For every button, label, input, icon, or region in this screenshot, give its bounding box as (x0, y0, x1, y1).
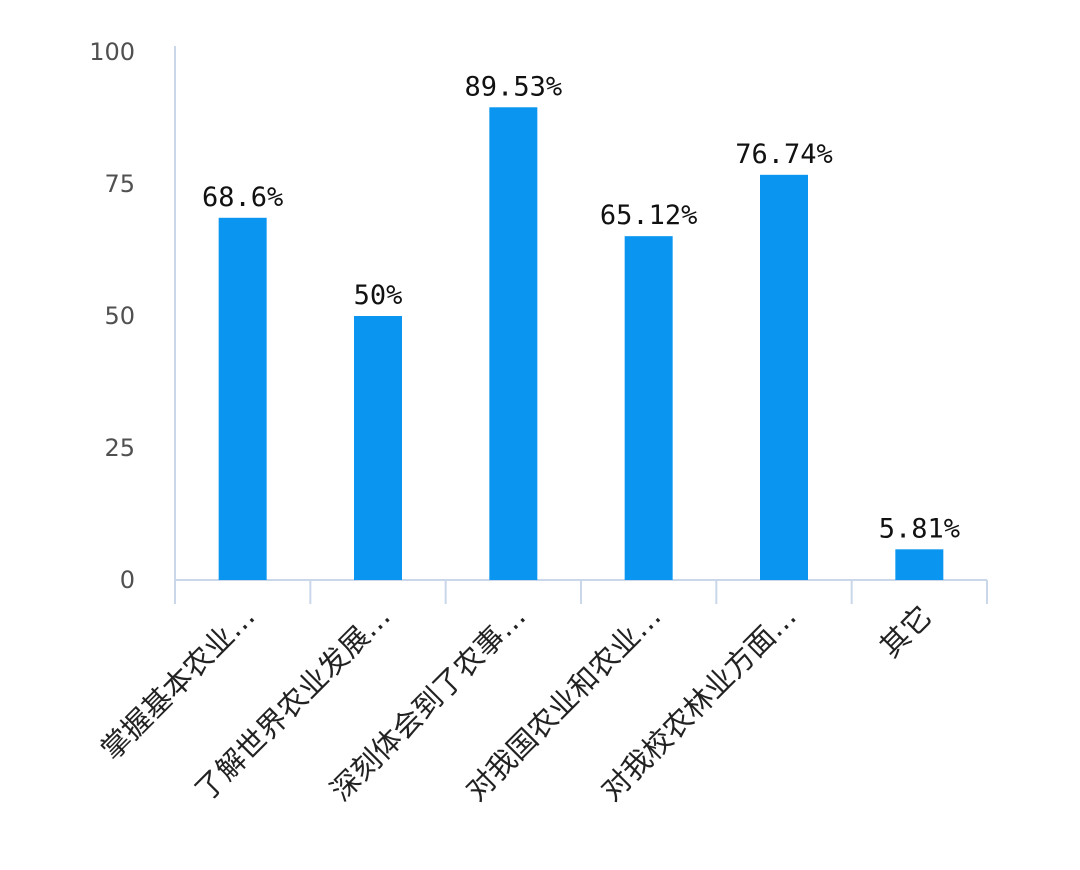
x-axis (174, 579, 988, 604)
bar (489, 107, 538, 580)
data-labels: 68.6% 50% 89.53% 65.12% 76.74% 5.81% (202, 71, 960, 544)
y-axis: 0 25 50 75 100 (89, 38, 176, 604)
bar (354, 316, 402, 580)
category-label: 其它 (873, 599, 938, 664)
bar-value-label: 89.53% (465, 71, 563, 102)
y-tick-label: 75 (104, 170, 135, 198)
bar (895, 549, 944, 580)
bar (218, 217, 267, 581)
bar-value-label: 68.6% (202, 182, 283, 213)
y-tick-label: 0 (120, 566, 135, 594)
y-tick-label: 100 (89, 38, 135, 66)
bars (218, 107, 944, 581)
y-tick-label: 25 (104, 434, 135, 462)
bar-value-label: 76.74% (735, 139, 833, 170)
bar-value-label: 50% (354, 280, 403, 311)
bar (624, 236, 673, 581)
bar-value-label: 65.12% (600, 200, 698, 231)
category-labels: 掌握基本农业…了解世界农业发展…深刻体会到了农事…对我国农业和农业…对我校农林业… (94, 599, 938, 808)
bar-value-label: 5.81% (879, 513, 960, 544)
y-tick-label: 50 (104, 302, 135, 330)
bar (760, 174, 808, 580)
